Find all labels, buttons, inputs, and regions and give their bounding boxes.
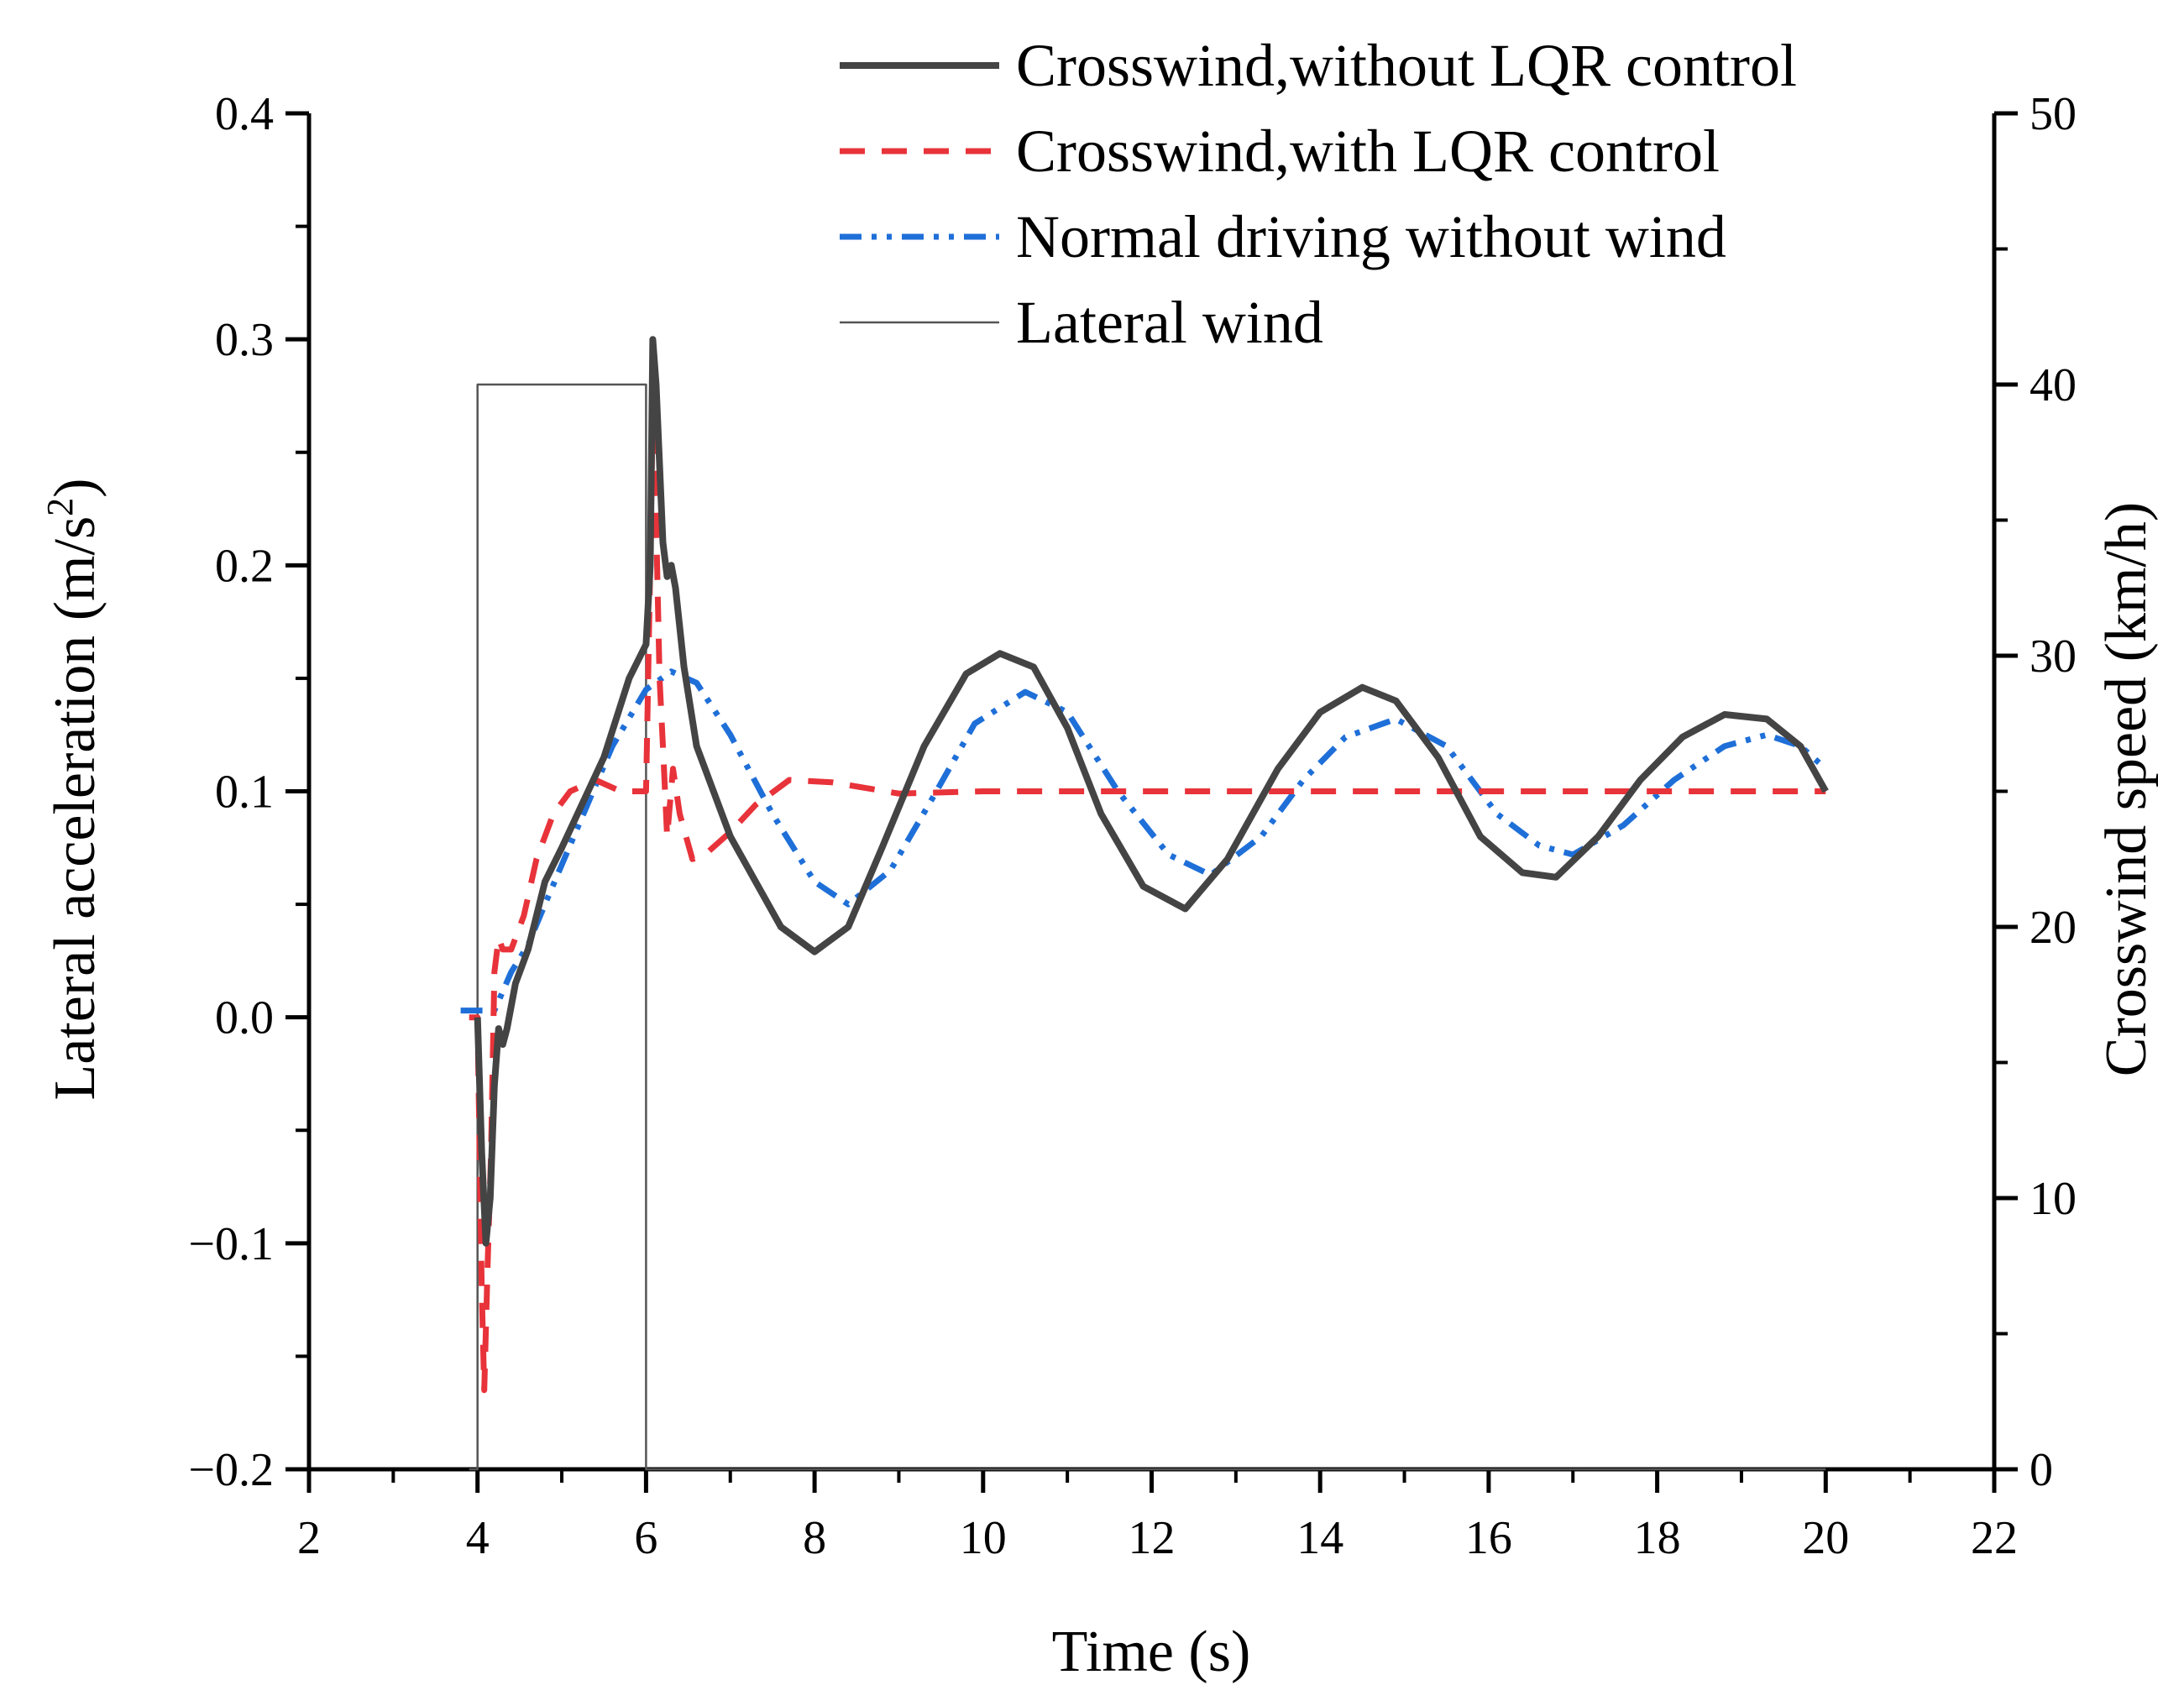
y2-tick-label: 40	[2029, 359, 2077, 411]
y-tick-label: 0.1	[215, 767, 274, 819]
legend-label-3: Lateral wind	[1016, 289, 1323, 356]
series-line-3	[469, 383, 1826, 1471]
x-tick-label: 14	[1296, 1512, 1343, 1564]
x-tick-label: 18	[1634, 1512, 1681, 1564]
y-axis-title-superscript: 2	[39, 498, 81, 516]
y2-tick-label: 30	[2029, 631, 2077, 683]
x-tick-label: 20	[1802, 1512, 1849, 1564]
y-tick-label: 0.3	[215, 314, 274, 366]
x-tick-label: 8	[803, 1512, 826, 1564]
series-line-2	[460, 668, 1828, 1014]
y-tick-label: −0.1	[188, 1218, 274, 1270]
series-line-1	[469, 404, 1826, 1394]
legend-label-0: Crosswind,without LQR control	[1016, 32, 1797, 99]
y-tick-label: 0.2	[215, 540, 274, 592]
y2-axis-title: Crosswind speed (km/h)	[2094, 502, 2159, 1076]
x-tick-label: 2	[297, 1512, 321, 1564]
legend-label-2: Normal driving without wind	[1016, 203, 1726, 270]
x-tick-label: 22	[1971, 1512, 2018, 1564]
y-axis-title-tail: )	[43, 478, 107, 497]
x-tick-label: 4	[466, 1512, 490, 1564]
y2-tick-label: 0	[2029, 1444, 2053, 1496]
y2-tick-label: 10	[2029, 1173, 2077, 1225]
y-tick-label: 0.4	[215, 88, 274, 140]
x-tick-label: 6	[634, 1512, 657, 1564]
y-axis-title: Lateral acceleration (m/s2)	[39, 478, 107, 1100]
y-axis-title-main: Lateral acceleration (m/s	[43, 516, 107, 1101]
y2-tick-label: 20	[2029, 902, 2077, 954]
legend-label-1: Crosswind,with LQR control	[1016, 118, 1720, 185]
series-line-0	[474, 336, 1829, 1247]
series-layer	[460, 336, 1829, 1471]
x-axis-title: Time (s)	[1052, 1620, 1251, 1684]
y-tick-label: −0.2	[188, 1444, 274, 1496]
x-tick-label: 10	[960, 1512, 1007, 1564]
x-tick-label: 16	[1465, 1512, 1512, 1564]
legend: Crosswind,without LQR control Crosswind,w…	[840, 32, 1797, 356]
tick-labels: 2 4 6 8 10 12 14 16 18 20 22 −0.2 −0.1 0.0 0.1 0.2 0.3 0.…	[188, 88, 2077, 1564]
x-tick-label: 12	[1129, 1512, 1176, 1564]
axis-ticks	[285, 111, 2018, 1493]
y-tick-label: 0.0	[215, 992, 274, 1044]
y2-tick-label: 50	[2029, 88, 2077, 140]
